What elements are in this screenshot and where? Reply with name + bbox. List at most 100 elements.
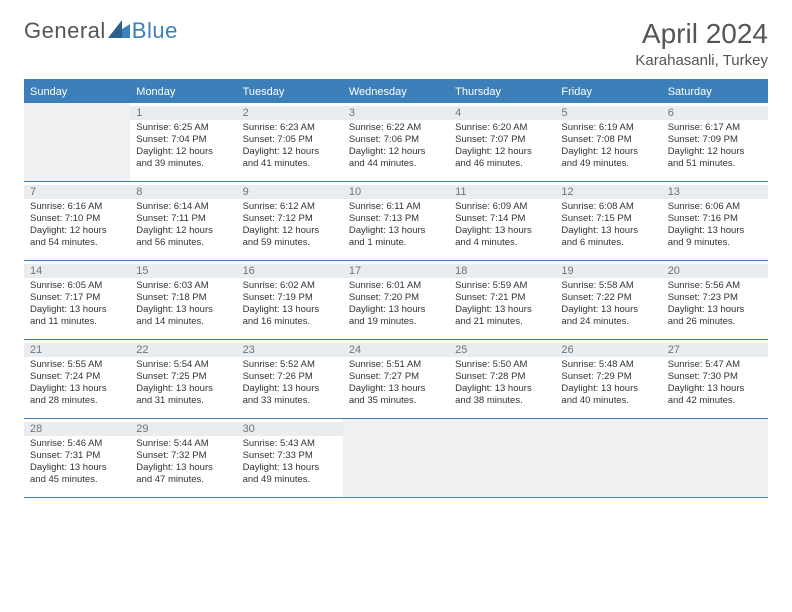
day-details: Sunrise: 6:14 AM Sunset: 7:11 PM Dayligh…: [136, 201, 230, 249]
weekday-header: Friday: [555, 81, 661, 103]
calendar-cell: 14 Sunrise: 6:05 AM Sunset: 7:17 PM Dayli…: [24, 261, 130, 339]
weekday-header: Wednesday: [343, 81, 449, 103]
calendar-cell: 10 Sunrise: 6:11 AM Sunset: 7:13 PM Dayli…: [343, 182, 449, 260]
day-details: Sunrise: 6:01 AM Sunset: 7:20 PM Dayligh…: [349, 280, 443, 328]
day-number: 23: [237, 343, 343, 357]
calendar-cell: 27Sunrise: 5:47 AM Sunset: 7:30 PM Dayli…: [662, 340, 768, 418]
calendar-cell: 18 Sunrise: 5:59 AM Sunset: 7:21 PM Dayli…: [449, 261, 555, 339]
calendar-cell: 11 Sunrise: 6:09 AM Sunset: 7:14 PM Dayli…: [449, 182, 555, 260]
calendar-cell-blank: [662, 419, 768, 497]
week-row: 21Sunrise: 5:55 AM Sunset: 7:24 PM Dayli…: [24, 340, 768, 419]
calendar-cell: 12 Sunrise: 6:08 AM Sunset: 7:15 PM Dayli…: [555, 182, 661, 260]
calendar-cell: 15Sunrise: 6:03 AM Sunset: 7:18 PM Dayli…: [130, 261, 236, 339]
logo-mark-icon: [108, 20, 130, 43]
day-number: 10: [343, 185, 449, 199]
day-details: Sunrise: 6:06 AM Sunset: 7:16 PM Dayligh…: [668, 201, 762, 249]
weekday-header-row: Sunday Monday Tuesday Wednesday Thursday…: [24, 81, 768, 103]
day-details: Sunrise: 6:05 AM Sunset: 7:17 PM Dayligh…: [30, 280, 124, 328]
logo-text-left: General: [24, 18, 106, 44]
day-details: Sunrise: 5:59 AM Sunset: 7:21 PM Dayligh…: [455, 280, 549, 328]
weekday-header: Sunday: [24, 81, 130, 103]
calendar-cell: 9 Sunrise: 6:12 AM Sunset: 7:12 PM Daylig…: [237, 182, 343, 260]
calendar-cell: 4 Sunrise: 6:20 AM Sunset: 7:07 PM Daylig…: [449, 103, 555, 181]
calendar-cell-blank: [555, 419, 661, 497]
day-details: Sunrise: 5:46 AM Sunset: 7:31 PM Dayligh…: [30, 438, 124, 486]
weekday-header: Monday: [130, 81, 236, 103]
weeks-container: 1 Sunrise: 6:25 AM Sunset: 7:04 PM Daylig…: [24, 103, 768, 498]
day-details: Sunrise: 6:09 AM Sunset: 7:14 PM Dayligh…: [455, 201, 549, 249]
day-details: Sunrise: 5:50 AM Sunset: 7:28 PM Dayligh…: [455, 359, 549, 407]
day-number: 17: [343, 264, 449, 278]
calendar-cell: 7 Sunrise: 6:16 AM Sunset: 7:10 PM Daylig…: [24, 182, 130, 260]
calendar-cell: 29Sunrise: 5:44 AM Sunset: 7:32 PM Dayli…: [130, 419, 236, 497]
calendar-cell: 3 Sunrise: 6:22 AM Sunset: 7:06 PM Daylig…: [343, 103, 449, 181]
day-number: 29: [130, 422, 236, 436]
day-details: Sunrise: 6:11 AM Sunset: 7:13 PM Dayligh…: [349, 201, 443, 249]
logo-text-right: Blue: [132, 18, 178, 44]
calendar-cell: 13 Sunrise: 6:06 AM Sunset: 7:16 PM Dayli…: [662, 182, 768, 260]
calendar-cell: 16 Sunrise: 6:02 AM Sunset: 7:19 PM Dayli…: [237, 261, 343, 339]
day-details: Sunrise: 6:25 AM Sunset: 7:04 PM Dayligh…: [136, 122, 230, 170]
title-block: April 2024 Karahasanli, Turkey: [635, 18, 768, 69]
day-details: Sunrise: 5:51 AM Sunset: 7:27 PM Dayligh…: [349, 359, 443, 407]
day-number: 15: [130, 264, 236, 278]
day-number: 30: [237, 422, 343, 436]
day-number: 7: [24, 185, 130, 199]
calendar-cell: 20Sunrise: 5:56 AM Sunset: 7:23 PM Dayli…: [662, 261, 768, 339]
day-details: Sunrise: 5:54 AM Sunset: 7:25 PM Dayligh…: [136, 359, 230, 407]
day-number: 9: [237, 185, 343, 199]
day-details: Sunrise: 6:12 AM Sunset: 7:12 PM Dayligh…: [243, 201, 337, 249]
logo: General Blue: [24, 18, 178, 44]
day-details: Sunrise: 6:17 AM Sunset: 7:09 PM Dayligh…: [668, 122, 762, 170]
week-row: 28 Sunrise: 5:46 AM Sunset: 7:31 PM Dayli…: [24, 419, 768, 498]
day-details: Sunrise: 5:43 AM Sunset: 7:33 PM Dayligh…: [243, 438, 337, 486]
weekday-header: Tuesday: [237, 81, 343, 103]
day-number: 22: [130, 343, 236, 357]
day-details: Sunrise: 6:23 AM Sunset: 7:05 PM Dayligh…: [243, 122, 337, 170]
calendar-cell: 19 Sunrise: 5:58 AM Sunset: 7:22 PM Dayli…: [555, 261, 661, 339]
day-details: Sunrise: 5:47 AM Sunset: 7:30 PM Dayligh…: [668, 359, 762, 407]
day-number: 1: [130, 106, 236, 120]
day-number: 18: [449, 264, 555, 278]
day-details: Sunrise: 5:52 AM Sunset: 7:26 PM Dayligh…: [243, 359, 337, 407]
day-number: 25: [449, 343, 555, 357]
day-number: 8: [130, 185, 236, 199]
calendar-cell-blank: [343, 419, 449, 497]
day-number: 28: [24, 422, 130, 436]
day-number: 4: [449, 106, 555, 120]
day-details: Sunrise: 5:58 AM Sunset: 7:22 PM Dayligh…: [561, 280, 655, 328]
calendar-cell-blank: [24, 103, 130, 181]
day-number: 3: [343, 106, 449, 120]
day-number: 13: [662, 185, 768, 199]
day-details: Sunrise: 6:08 AM Sunset: 7:15 PM Dayligh…: [561, 201, 655, 249]
day-details: Sunrise: 6:19 AM Sunset: 7:08 PM Dayligh…: [561, 122, 655, 170]
calendar-cell: 26Sunrise: 5:48 AM Sunset: 7:29 PM Dayli…: [555, 340, 661, 418]
day-number: 12: [555, 185, 661, 199]
calendar-cell: 24Sunrise: 5:51 AM Sunset: 7:27 PM Dayli…: [343, 340, 449, 418]
week-row: 1 Sunrise: 6:25 AM Sunset: 7:04 PM Daylig…: [24, 103, 768, 182]
day-details: Sunrise: 6:22 AM Sunset: 7:06 PM Dayligh…: [349, 122, 443, 170]
day-details: Sunrise: 5:55 AM Sunset: 7:24 PM Dayligh…: [30, 359, 124, 407]
week-row: 14 Sunrise: 6:05 AM Sunset: 7:17 PM Dayli…: [24, 261, 768, 340]
day-number: 6: [662, 106, 768, 120]
calendar-cell-blank: [449, 419, 555, 497]
calendar-cell: 1 Sunrise: 6:25 AM Sunset: 7:04 PM Daylig…: [130, 103, 236, 181]
day-details: Sunrise: 6:16 AM Sunset: 7:10 PM Dayligh…: [30, 201, 124, 249]
day-number: 16: [237, 264, 343, 278]
calendar-cell: 21Sunrise: 5:55 AM Sunset: 7:24 PM Dayli…: [24, 340, 130, 418]
week-row: 7 Sunrise: 6:16 AM Sunset: 7:10 PM Daylig…: [24, 182, 768, 261]
day-number: 11: [449, 185, 555, 199]
day-number: 5: [555, 106, 661, 120]
title-location: Karahasanli, Turkey: [635, 52, 768, 69]
day-details: Sunrise: 6:02 AM Sunset: 7:19 PM Dayligh…: [243, 280, 337, 328]
calendar-cell: 8 Sunrise: 6:14 AM Sunset: 7:11 PM Daylig…: [130, 182, 236, 260]
weekday-header: Saturday: [662, 81, 768, 103]
day-details: Sunrise: 6:20 AM Sunset: 7:07 PM Dayligh…: [455, 122, 549, 170]
day-number: 19: [555, 264, 661, 278]
day-number: 14: [24, 264, 130, 278]
calendar-cell: 23 Sunrise: 5:52 AM Sunset: 7:26 PM Dayli…: [237, 340, 343, 418]
calendar-cell: 2 Sunrise: 6:23 AM Sunset: 7:05 PM Daylig…: [237, 103, 343, 181]
calendar-cell: 25 Sunrise: 5:50 AM Sunset: 7:28 PM Dayli…: [449, 340, 555, 418]
day-number: 2: [237, 106, 343, 120]
day-details: Sunrise: 5:56 AM Sunset: 7:23 PM Dayligh…: [668, 280, 762, 328]
